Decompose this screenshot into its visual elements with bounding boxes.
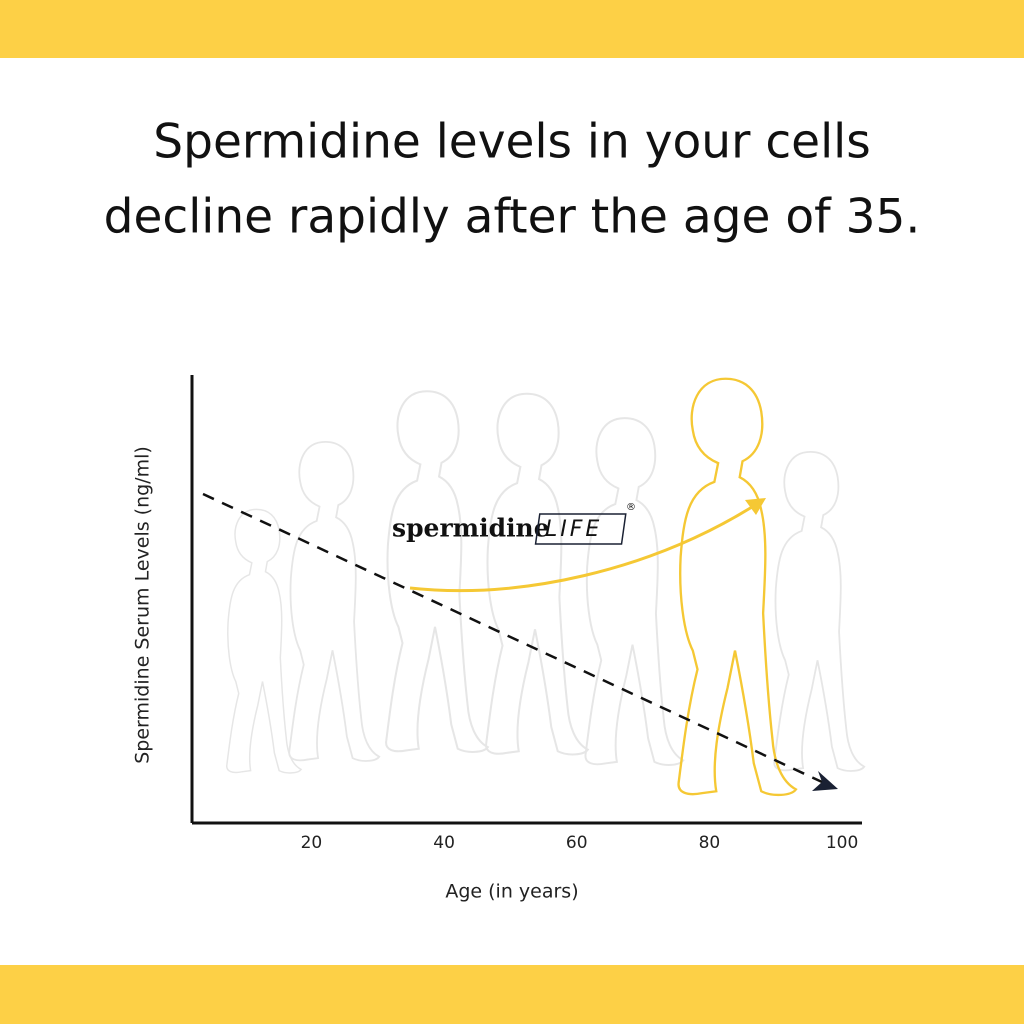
silhouette <box>773 450 866 772</box>
brand-box <box>534 513 627 545</box>
x-tick-label: 40 <box>433 833 455 853</box>
silhouette <box>288 440 381 763</box>
x-tick-label: 60 <box>566 833 588 853</box>
x-tick-label: 80 <box>699 833 721 853</box>
trend-arrowhead <box>812 771 838 791</box>
silhouette <box>484 392 590 756</box>
silhouette <box>584 416 685 767</box>
silhouette <box>384 389 490 754</box>
title-line: decline rapidly after the age of 35. <box>104 190 921 245</box>
x-tick-label: 20 <box>301 833 323 853</box>
brand-suffix: LIFE <box>545 517 602 542</box>
bottom-band <box>0 965 1024 1024</box>
boost-arrow <box>409 505 753 593</box>
brand-logo: spermidine LIFE ® <box>392 502 636 545</box>
top-band <box>0 0 1024 58</box>
x-axis-label: Age (in years) <box>445 881 578 903</box>
decline-trend <box>202 492 823 784</box>
y-axis-label: Spermidine Serum Levels (ng/ml) <box>132 446 154 764</box>
x-tick-label: 100 <box>826 833 858 853</box>
brand-mark: ® <box>626 502 636 513</box>
boost-arrowhead <box>745 498 766 515</box>
silhouette <box>225 508 302 774</box>
title-line: Spermidine levels in your cells <box>153 115 870 170</box>
brand-name: spermidine <box>392 514 550 543</box>
